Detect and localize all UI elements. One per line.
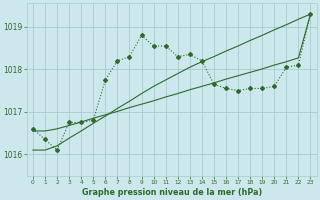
X-axis label: Graphe pression niveau de la mer (hPa): Graphe pression niveau de la mer (hPa) [82,188,262,197]
